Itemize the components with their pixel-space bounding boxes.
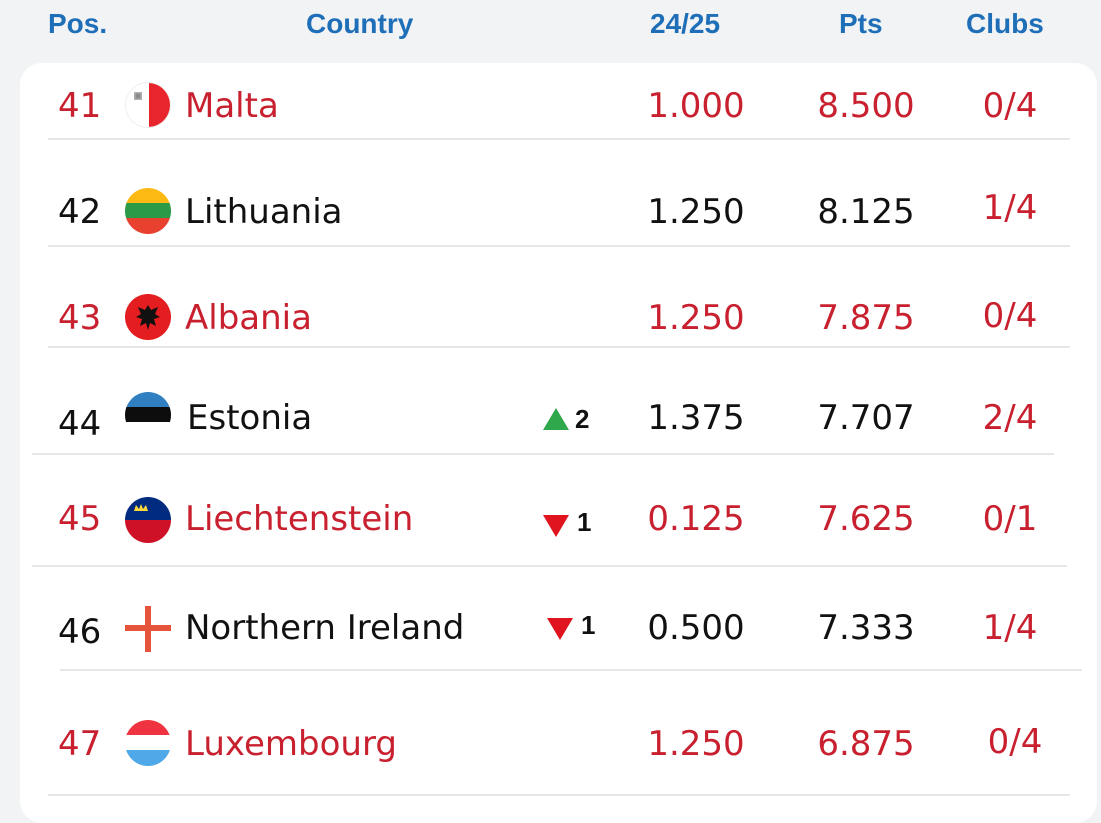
row-total-points: 8.500 [817,86,915,126]
row-season-points: 1.250 [647,724,745,764]
arrow-down-icon [547,618,573,640]
row-clubs: 0/4 [987,722,1043,762]
row-total-points: 8.125 [817,192,915,232]
row-divider [32,565,1067,567]
row-divider [60,669,1082,671]
row-clubs: 0/4 [982,296,1038,336]
row-country[interactable]: Liechtenstein [185,499,414,539]
northern-ireland-flag-icon [125,606,171,652]
row-country[interactable]: Lithuania [185,192,343,232]
row-clubs: 2/4 [982,398,1038,438]
arrow-down-icon [543,515,569,537]
luxembourg-flag-icon [125,720,171,766]
estonia-flag-icon [125,392,171,438]
rank-change-value: 1 [581,610,596,640]
row-position: 43 [58,298,102,338]
row-country[interactable]: Northern Ireland [185,608,465,648]
row-total-points: 6.875 [817,724,915,764]
row-position: 44 [58,404,102,444]
row-season-points: 1.000 [647,86,745,126]
liechtenstein-flag-icon [125,497,171,543]
rank-change-down: 1 [547,610,595,641]
row-season-points: 0.125 [647,499,745,539]
albania-flag-icon [125,294,171,340]
ranking-card [20,63,1097,823]
row-country[interactable]: Albania [185,298,312,338]
header-pos[interactable]: Pos. [48,8,108,39]
row-total-points: 7.875 [817,298,915,338]
header-pts[interactable]: Pts [839,8,883,39]
row-clubs: 0/1 [982,499,1038,539]
row-position: 46 [58,612,102,652]
row-divider [48,794,1070,796]
rank-change-up: 2 [543,404,589,435]
row-divider [48,245,1070,247]
row-position: 41 [58,86,102,126]
header-clubs[interactable]: Clubs [966,8,1044,39]
row-total-points: 7.625 [817,499,915,539]
row-position: 47 [58,724,102,764]
row-season-points: 1.250 [647,298,745,338]
rank-change-value: 1 [577,507,592,537]
row-clubs: 0/4 [982,86,1038,126]
row-country[interactable]: Malta [185,86,279,126]
row-divider [48,138,1070,140]
header-country[interactable]: Country [306,8,414,39]
row-season-points: 1.375 [647,398,745,438]
row-position: 42 [58,192,102,232]
row-divider [48,346,1070,348]
row-total-points: 7.333 [817,608,915,648]
row-divider [32,453,1054,455]
header-season[interactable]: 24/25 [650,8,721,39]
arrow-up-icon [543,408,569,430]
table-header: Pos. Country 24/25 Pts Clubs [0,0,1101,60]
row-country[interactable]: Estonia [187,398,313,438]
row-season-points: 1.250 [647,192,745,232]
row-country[interactable]: Luxembourg [185,724,397,764]
row-position: 45 [58,499,102,539]
row-clubs: 1/4 [982,188,1038,228]
malta-flag-icon [125,82,171,128]
row-clubs: 1/4 [982,608,1038,648]
rank-change-value: 2 [575,404,590,434]
lithuania-flag-icon [125,188,171,234]
rank-change-down: 1 [543,507,591,538]
row-total-points: 7.707 [817,398,915,438]
row-season-points: 0.500 [647,608,745,648]
